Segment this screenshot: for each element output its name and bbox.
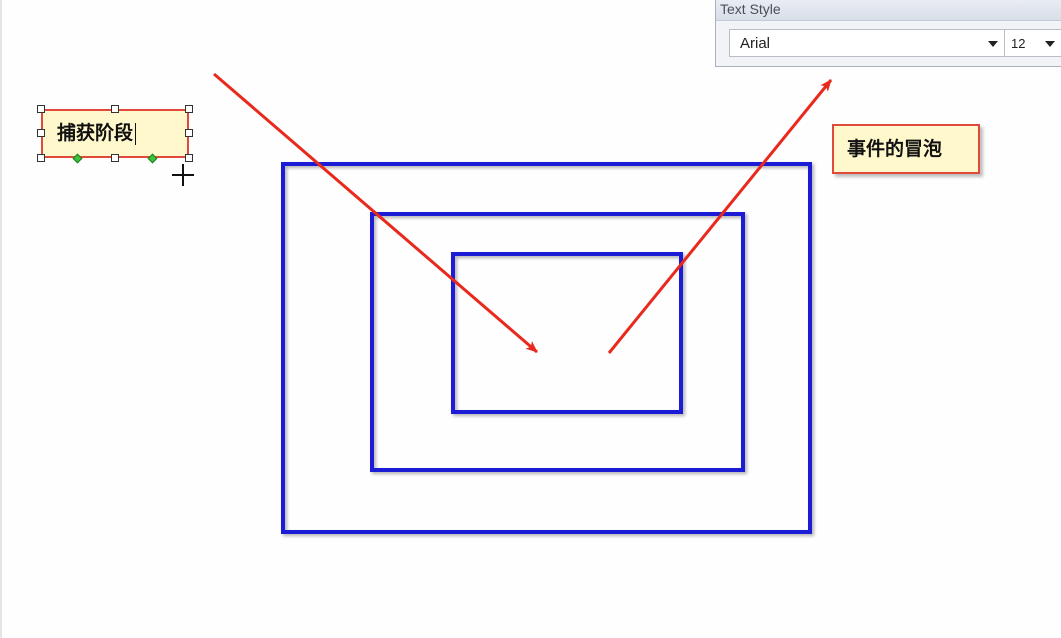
event-bubbling-text: 事件的冒泡 [847,138,943,160]
resize-handle-middle-left[interactable] [37,129,45,137]
inner-rectangle[interactable] [451,252,683,414]
bubble-arrow[interactable] [607,79,833,354]
resize-handle-bottom-right[interactable] [185,154,193,162]
middle-rectangle[interactable] [370,212,745,472]
text-style-panel: Text Style Arial 12 [715,0,1061,67]
font-size-select[interactable]: 12 [1004,29,1061,57]
font-family-value: Arial [740,35,771,52]
capture-arrow[interactable] [213,72,538,354]
resize-handle-bottom-left[interactable] [37,154,45,162]
event-bubbling-label[interactable]: 事件的冒泡 [832,124,980,174]
chevron-down-icon[interactable] [988,41,998,47]
resize-handle-top-right[interactable] [185,105,193,113]
capture-phase-text[interactable]: 捕获阶段 [57,122,134,144]
capture-phase-label[interactable]: 捕获阶段 [41,109,189,158]
chevron-down-icon[interactable] [1045,41,1055,47]
resize-handle-middle-right[interactable] [185,129,193,137]
text-caret [135,122,137,145]
resize-handle-bottom-center[interactable] [111,154,119,162]
text-style-panel-title: Text Style [716,0,1061,21]
outer-rectangle[interactable] [281,162,812,534]
canvas-left-border [0,0,2,638]
resize-handle-top-center[interactable] [111,105,119,113]
resize-handle-top-left[interactable] [37,105,45,113]
text-style-controls: Arial 12 [716,21,1061,67]
font-size-value: 12 [1011,36,1026,51]
font-family-select[interactable]: Arial [729,29,1005,57]
crosshair-cursor-icon [172,164,194,186]
